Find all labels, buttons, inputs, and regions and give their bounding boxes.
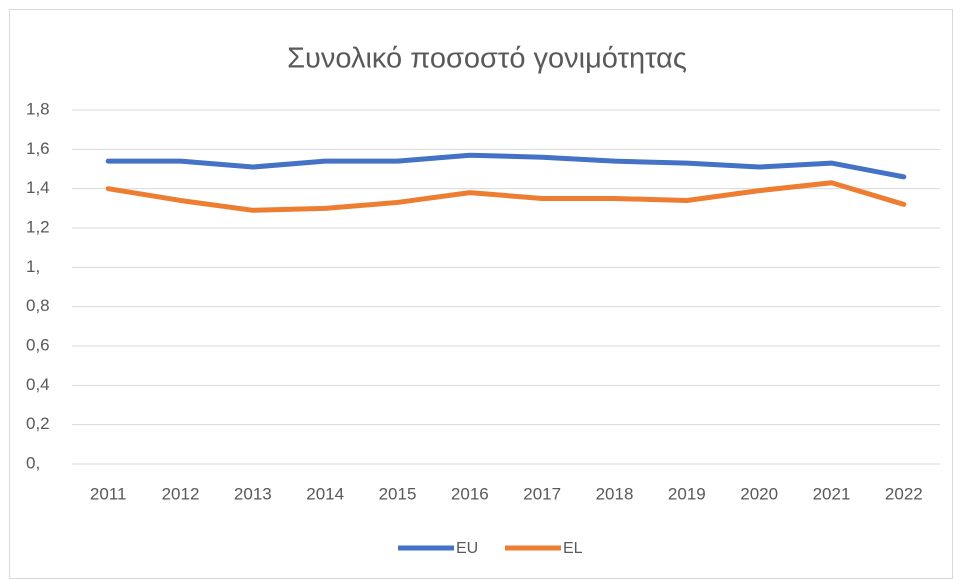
x-tick-label: 2022 xyxy=(885,484,923,503)
x-tick-label: 2016 xyxy=(451,484,489,503)
chart-frame xyxy=(9,9,953,579)
line-series xyxy=(105,152,907,180)
y-tick-label: 0,2 xyxy=(26,414,50,433)
x-tick-label: 2011 xyxy=(90,484,127,503)
y-tick-label: 0, xyxy=(26,453,40,472)
x-tick-label: 2015 xyxy=(379,484,417,503)
chart-title: Συνολικό ποσοστό γονιμότητας xyxy=(287,43,687,75)
y-tick-label: 1,8 xyxy=(26,99,50,118)
x-tick-label: 2013 xyxy=(234,484,272,503)
x-tick-label: 2020 xyxy=(740,484,778,503)
y-tick-label: 1,4 xyxy=(26,178,50,197)
legend-label: EL xyxy=(563,540,583,557)
x-tick-label: 2019 xyxy=(668,484,706,503)
y-tick-label: 0,4 xyxy=(26,375,50,394)
x-tick-label: 2017 xyxy=(523,484,561,503)
x-tick-label: 2012 xyxy=(162,484,200,503)
x-tick-label: 2014 xyxy=(306,484,344,503)
y-tick-label: 1, xyxy=(26,257,40,276)
y-tick-label: 0,6 xyxy=(26,335,50,354)
y-tick-label: 0,8 xyxy=(26,296,50,315)
x-tick-label: 2021 xyxy=(813,484,851,503)
x-tick-label: 2018 xyxy=(596,484,634,503)
y-tick-label: 1,2 xyxy=(26,217,50,236)
line-series xyxy=(105,180,907,213)
y-tick-label: 1,6 xyxy=(26,139,50,158)
legend-label: EU xyxy=(456,540,478,557)
